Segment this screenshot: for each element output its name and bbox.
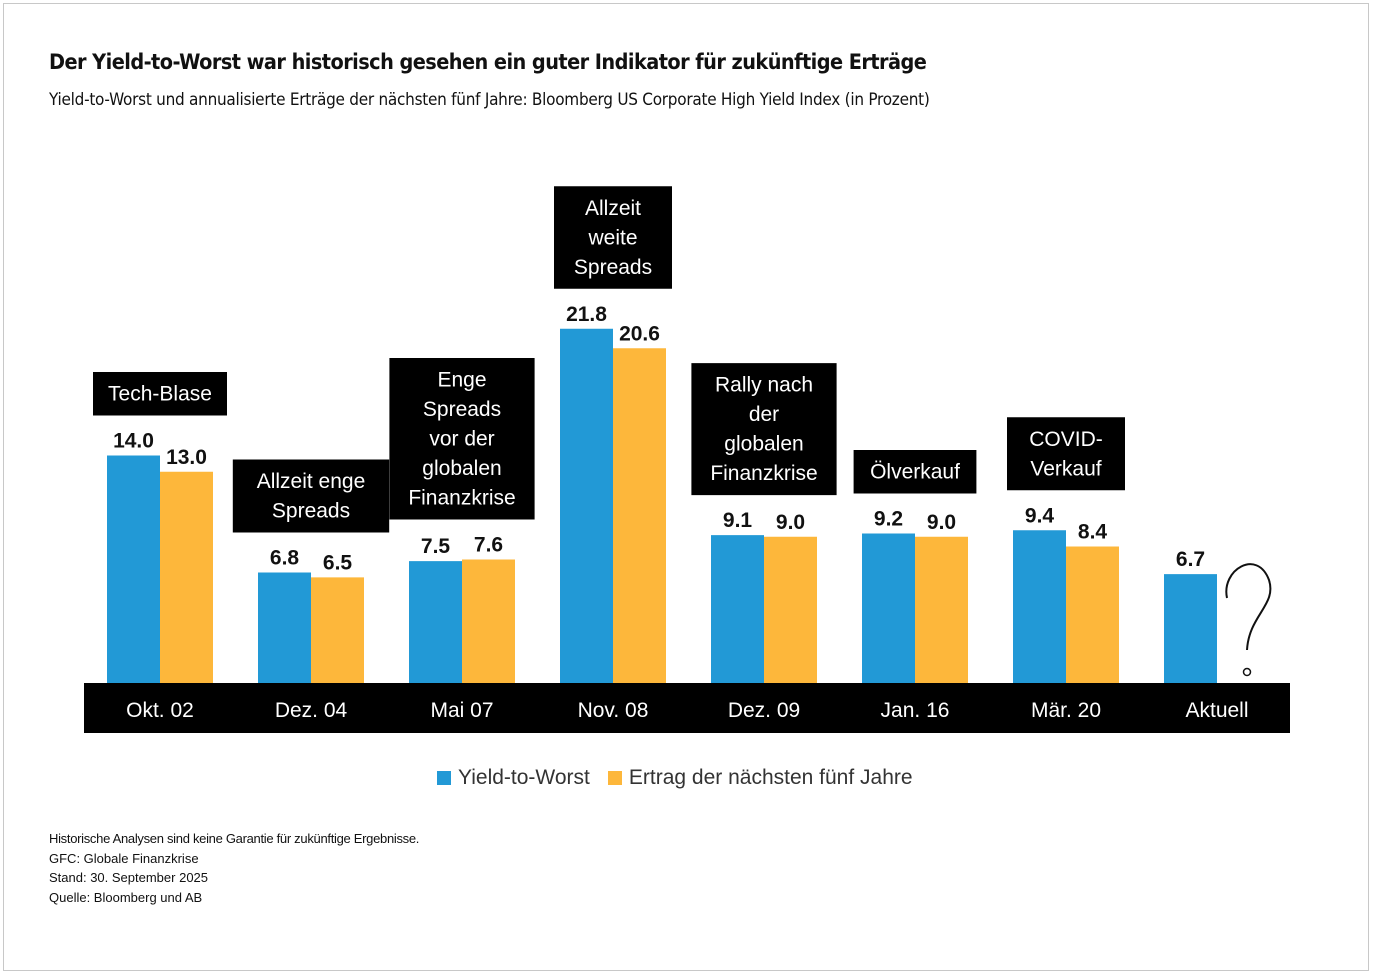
annotation-text: Spreads <box>574 256 652 279</box>
bar-forward-return <box>160 471 213 683</box>
annotation-text: COVID- <box>1029 428 1103 451</box>
x-tick-label: Jan. 16 <box>881 699 950 722</box>
data-label: 9.4 <box>1025 504 1055 527</box>
annotation-text: Verkauf <box>1030 457 1101 480</box>
data-label: 6.7 <box>1176 548 1205 571</box>
bar-forward-return <box>311 577 364 683</box>
data-label: 13.0 <box>166 446 207 469</box>
chart-subtitle: Yield-to-Worst und annualisierte Erträge… <box>49 90 930 110</box>
annotation-text: Ölverkauf <box>870 461 960 484</box>
data-label: 6.8 <box>270 547 300 570</box>
annotation-text: Allzeit enge <box>257 470 366 493</box>
annotation-text: Finanzkrise <box>408 487 515 510</box>
annotation-text: Finanzkrise <box>710 462 817 485</box>
data-label: 6.5 <box>323 551 353 574</box>
question-mark-stroke <box>1225 563 1272 651</box>
x-axis-band <box>84 683 1290 733</box>
annotation-box <box>93 372 227 416</box>
bar-yield-to-worst <box>862 533 915 683</box>
bar-yield-to-worst <box>560 328 613 683</box>
annotation-text: Spreads <box>423 398 501 421</box>
legend-label: Yield-to-Worst <box>458 766 590 789</box>
bar-yield-to-worst <box>258 572 311 683</box>
annotation-box <box>554 186 672 289</box>
annotation-text: globalen <box>422 457 501 480</box>
bar-yield-to-worst <box>107 455 160 683</box>
question-mark-dot <box>1242 667 1252 677</box>
chart-title: Der Yield-to-Worst war historisch gesehe… <box>49 50 927 74</box>
data-label: 14.0 <box>113 430 154 453</box>
x-tick-label: Mär. 20 <box>1031 699 1101 722</box>
bar-yield-to-worst <box>711 535 764 683</box>
disclaimer-note: Historische Analysen sind keine Garantie… <box>49 831 420 846</box>
data-label: 21.8 <box>566 303 607 326</box>
data-label: 9.1 <box>723 509 753 532</box>
legend-swatch-orange <box>607 771 622 785</box>
annotation-text: vor der <box>429 428 494 451</box>
question-mark-icon <box>1225 563 1272 677</box>
abbreviation-note: GFC: Globale Finanzkrise <box>49 850 199 866</box>
annotation-text: Rally nach <box>715 374 813 397</box>
legend-item-yield-to-worst: Yield-to-Worst <box>437 766 590 790</box>
legend-item-forward-return: Ertrag der nächsten fünf Jahre <box>607 766 913 790</box>
footnotes: Historische Analysen sind keine Garantie… <box>49 829 419 907</box>
annotation-text: Spreads <box>272 500 350 523</box>
annotation-box <box>389 358 535 520</box>
chart-frame <box>3 3 1369 971</box>
annotation-box <box>1007 417 1125 491</box>
bar-forward-return <box>613 348 666 683</box>
bar-yield-to-worst <box>1164 574 1217 683</box>
x-tick-label: Okt. 02 <box>126 699 194 722</box>
data-label: 9.0 <box>776 511 805 534</box>
x-tick-label: Aktuell <box>1185 699 1248 722</box>
bar-forward-return <box>462 559 515 683</box>
data-label: 8.4 <box>1078 521 1108 544</box>
data-label: 7.5 <box>421 535 451 558</box>
annotation-text: der <box>749 403 779 426</box>
annotation-text: globalen <box>724 433 803 456</box>
bar-forward-return <box>1066 546 1119 683</box>
annotation-text: weite <box>587 226 637 249</box>
as-of-date-note: Stand: 30. September 2025 <box>49 870 209 885</box>
data-label: 9.2 <box>874 508 903 531</box>
legend: Yield-to-Worst Ertrag der nächsten fünf … <box>437 766 931 790</box>
annotation-text: Tech-Blase <box>108 383 212 406</box>
data-label: 20.6 <box>619 322 660 345</box>
x-tick-label: Mai 07 <box>430 699 493 722</box>
x-tick-label: Dez. 09 <box>728 699 800 722</box>
legend-label: Ertrag der nächsten fünf Jahre <box>628 766 913 789</box>
annotation-box <box>232 459 390 533</box>
source-note: Quelle: Bloomberg und AB <box>49 889 203 905</box>
bar-yield-to-worst <box>1013 530 1066 683</box>
annotation-box <box>691 363 837 496</box>
annotation-text: Enge <box>437 369 486 392</box>
bar-forward-return <box>915 536 968 683</box>
data-label: 7.6 <box>474 534 503 557</box>
bar-forward-return <box>764 536 817 683</box>
annotation-box <box>853 450 977 494</box>
data-label: 9.0 <box>927 511 956 534</box>
x-tick-label: Dez. 04 <box>275 699 348 722</box>
legend-swatch-blue <box>437 771 451 785</box>
x-tick-label: Nov. 08 <box>578 699 649 722</box>
bar-yield-to-worst <box>409 561 462 683</box>
annotation-text: Allzeit <box>585 197 641 220</box>
